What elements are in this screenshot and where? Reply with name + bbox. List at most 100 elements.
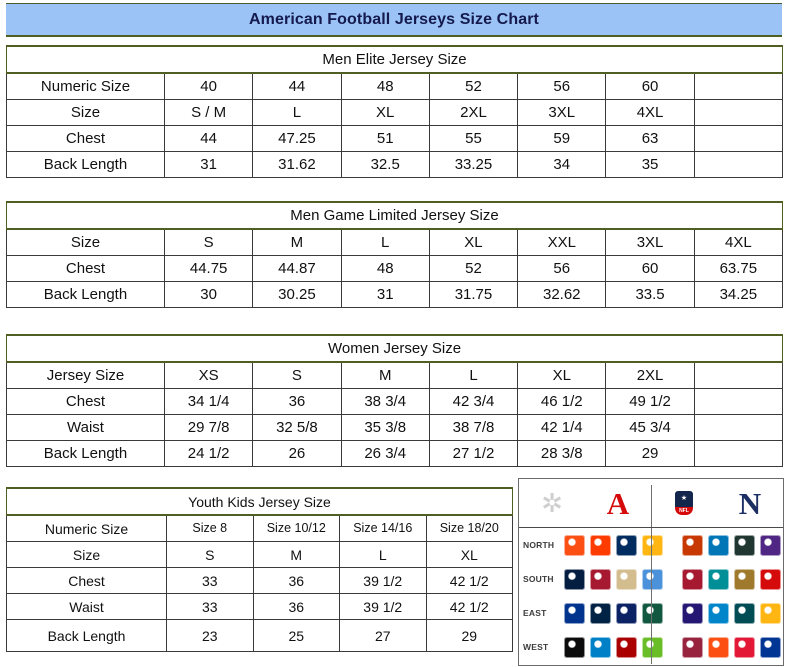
nfl-shield-slot: ★ NFL xyxy=(651,491,717,515)
row-label: Back Length xyxy=(6,440,165,467)
table-cell: Size 8 xyxy=(166,514,254,542)
nfl-panel-header: ✲ A ★ NFL N xyxy=(519,479,783,528)
table-cell: M xyxy=(340,361,430,389)
afc-logo-group xyxy=(561,636,671,658)
table-cell: 59 xyxy=(517,125,607,152)
new-england-patriots-logo-icon xyxy=(589,602,611,624)
sun-burst-icon-slot: ✲ xyxy=(519,490,585,516)
nfl-teams-panel: ✲ A ★ NFL N NORTH SOUTH EAST WEST xyxy=(518,478,784,666)
nfc-logo-slot: N xyxy=(717,488,783,519)
table-cell: S / M xyxy=(163,99,254,126)
washington-redskins-logo-icon xyxy=(759,602,781,624)
table-row: Size S M L XL XXL 3XL 4XL xyxy=(6,228,784,256)
table-men-elite: Men Elite Jersey Size Numeric Size 40 44 48 5… xyxy=(5,45,784,178)
jacksonville-jaguars-logo-icon xyxy=(733,568,755,590)
nfc-logo-group xyxy=(671,534,783,556)
table-cell: 42 3/4 xyxy=(428,388,519,415)
table-cell: S xyxy=(163,228,254,256)
table-cell: Size 18/20 xyxy=(425,514,514,542)
sun-burst-icon: ✲ xyxy=(541,488,563,518)
table-cell: 34 xyxy=(517,151,607,178)
atlanta-falcons-logo-icon xyxy=(681,568,703,590)
section-band-label: Men Game Limited Jersey Size xyxy=(5,201,784,230)
division-row-east: EAST xyxy=(519,596,783,630)
san-francisco-49ers-logo-icon xyxy=(615,636,637,658)
section-band-label: Men Elite Jersey Size xyxy=(5,45,784,74)
table-cell: 42 1/2 xyxy=(425,593,514,620)
table-row: Jersey Size XS S M L XL 2XL xyxy=(6,361,784,389)
table-cell: 44 xyxy=(163,125,254,152)
table-men-game-limited: Men Game Limited Jersey Size Size S M L XL XXL… xyxy=(5,201,784,308)
afc-logo-group xyxy=(561,602,671,624)
table-cell: S xyxy=(252,361,342,389)
table-cell: 33.5 xyxy=(605,281,695,308)
section-band-label: Youth Kids Jersey Size xyxy=(5,487,514,516)
nfc-logo-group xyxy=(671,568,783,590)
row-label: Waist xyxy=(6,593,167,620)
table-row: Numeric Size Size 8 Size 10/12 Size 14/16 Si… xyxy=(6,514,514,542)
division-row-west: WEST xyxy=(519,630,783,664)
division-row-south: SOUTH xyxy=(519,562,783,596)
row-label: Chest xyxy=(6,567,167,594)
table-cell: 33 xyxy=(166,593,254,620)
table-cell xyxy=(693,72,784,100)
division-row-north: NORTH xyxy=(519,528,783,562)
table-cell xyxy=(693,440,784,467)
row-label: Numeric Size xyxy=(6,72,165,100)
nfc-logo-group xyxy=(671,636,783,658)
row-label: Back Length xyxy=(6,619,167,652)
tampa-bay-buccaneers-logo-icon xyxy=(759,568,781,590)
table-cell: 63.75 xyxy=(693,255,784,282)
table-row: Back Length 31 31.62 32.5 33.25 34 35 xyxy=(6,151,784,178)
los-angeles-chargers-logo-icon xyxy=(589,636,611,658)
table-cell: 31.75 xyxy=(428,281,519,308)
row-label: Size xyxy=(6,228,165,256)
tennessee-titans-logo-icon xyxy=(641,568,663,590)
los-angeles-rams-logo-icon xyxy=(759,636,781,658)
shield-nfl-label: NFL xyxy=(675,507,693,515)
table-cell: 36 xyxy=(252,567,340,594)
table-cell: 42 1/2 xyxy=(425,567,514,594)
table-cell: 26 xyxy=(252,440,342,467)
table-cell: 2XL xyxy=(428,99,519,126)
baltimore-ravens-logo-icon xyxy=(681,602,703,624)
table-row: Chest 33 36 39 1/2 42 1/2 xyxy=(6,567,514,594)
table-cell: 44.87 xyxy=(252,255,342,282)
kansas-city-chiefs-logo-icon xyxy=(733,636,755,658)
table-cell: 31 xyxy=(163,151,254,178)
table-cell: 26 3/4 xyxy=(340,440,430,467)
table-cell: 44.75 xyxy=(163,255,254,282)
table-row: Waist 29 7/8 32 5/8 35 3/8 38 7/8 42 1/4 45 3/… xyxy=(6,414,784,441)
table-cell: 29 xyxy=(425,619,514,652)
table-cell: XL xyxy=(428,228,519,256)
table-cell: 44 xyxy=(252,72,342,100)
table-cell: 3XL xyxy=(517,99,607,126)
carolina-panthers-logo-icon xyxy=(707,602,729,624)
afc-logo-slot: A xyxy=(585,488,651,519)
table-cell: 33.25 xyxy=(428,151,519,178)
table-cell: 31.62 xyxy=(252,151,342,178)
table-row: Back Length 24 1/2 26 26 3/4 27 1/2 28 3/8 29 xyxy=(6,440,784,467)
conference-divider-body xyxy=(651,528,652,664)
table-cell: XS xyxy=(163,361,254,389)
table-cell xyxy=(693,99,784,126)
afc-logo-group xyxy=(561,568,671,590)
table-row: Back Length 30 30.25 31 31.75 32.62 33.5 34.25 xyxy=(6,281,784,308)
table-cell: 2XL xyxy=(605,361,695,389)
table-cell: 38 7/8 xyxy=(428,414,519,441)
table-cell: L xyxy=(428,361,519,389)
section-band-row: Men Game Limited Jersey Size xyxy=(5,201,784,230)
table-row: Waist 33 36 39 1/2 42 1/2 xyxy=(6,593,514,620)
new-york-jets-logo-icon xyxy=(641,602,663,624)
table-row: Size S M L XL xyxy=(6,541,514,568)
table-cell: 32.62 xyxy=(517,281,607,308)
table-cell: 56 xyxy=(517,72,607,100)
table-cell: 42 1/4 xyxy=(517,414,607,441)
pittsburgh-steelers-logo-icon xyxy=(641,534,663,556)
table-cell: M xyxy=(252,541,340,568)
cleveland-browns-logo-icon xyxy=(589,534,611,556)
table-cell: 30.25 xyxy=(252,281,342,308)
table-cell: 34.25 xyxy=(693,281,784,308)
table-cell xyxy=(693,414,784,441)
